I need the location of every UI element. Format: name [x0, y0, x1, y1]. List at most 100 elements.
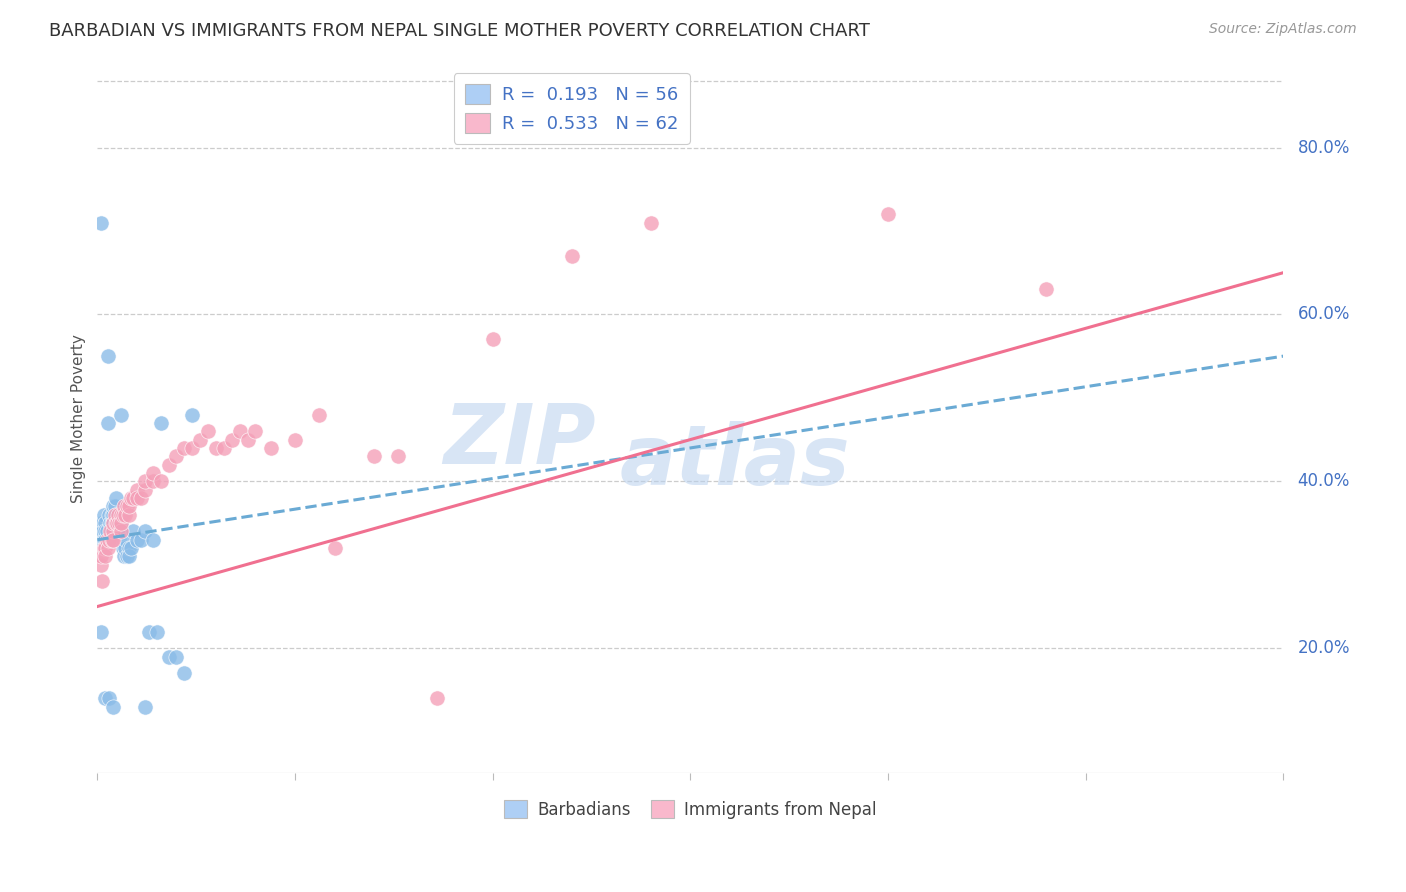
Point	[129, 491, 152, 505]
Point	[134, 483, 156, 497]
Point	[205, 441, 228, 455]
Point	[197, 424, 219, 438]
Point	[561, 249, 583, 263]
Point	[260, 441, 283, 455]
Point	[98, 691, 121, 706]
Point	[145, 624, 167, 639]
Point	[308, 408, 330, 422]
Point	[107, 508, 129, 522]
Point	[221, 433, 243, 447]
Point	[91, 533, 114, 547]
Point	[363, 450, 385, 464]
Point	[387, 450, 409, 464]
Point	[245, 424, 267, 438]
Point	[101, 699, 124, 714]
Point	[112, 549, 135, 564]
Point	[89, 558, 111, 572]
Point	[165, 450, 187, 464]
Point	[114, 541, 136, 555]
Point	[181, 441, 204, 455]
Point	[93, 533, 115, 547]
Point	[98, 524, 121, 539]
Text: 40.0%: 40.0%	[1298, 473, 1350, 491]
Point	[122, 524, 145, 539]
Legend: Barbadians, Immigrants from Nepal: Barbadians, Immigrants from Nepal	[498, 793, 883, 825]
Point	[97, 541, 120, 555]
Point	[134, 475, 156, 489]
Point	[105, 516, 128, 530]
Point	[149, 416, 172, 430]
Point	[98, 533, 121, 547]
Point	[101, 508, 124, 522]
Point	[149, 475, 172, 489]
Point	[104, 491, 127, 505]
Point	[101, 500, 124, 514]
Point	[96, 533, 118, 547]
Point	[101, 516, 124, 530]
Point	[96, 524, 118, 539]
Point	[110, 524, 132, 539]
Point	[114, 508, 136, 522]
Point	[110, 508, 132, 522]
Point	[481, 333, 503, 347]
Point	[125, 533, 148, 547]
Point	[101, 524, 124, 539]
Point	[105, 508, 128, 522]
Point	[323, 541, 346, 555]
Text: atlas: atlas	[619, 421, 849, 502]
Point	[118, 549, 141, 564]
Point	[228, 424, 250, 438]
Point	[110, 508, 132, 522]
Point	[94, 541, 117, 555]
Point	[134, 524, 156, 539]
Text: BARBADIAN VS IMMIGRANTS FROM NEPAL SINGLE MOTHER POVERTY CORRELATION CHART: BARBADIAN VS IMMIGRANTS FROM NEPAL SINGL…	[49, 22, 870, 40]
Point	[89, 216, 111, 230]
Point	[108, 524, 131, 539]
Point	[97, 349, 120, 363]
Point	[98, 508, 121, 522]
Point	[142, 466, 165, 480]
Point	[640, 216, 662, 230]
Point	[110, 524, 132, 539]
Point	[90, 549, 112, 564]
Point	[91, 574, 114, 589]
Point	[165, 649, 187, 664]
Point	[129, 533, 152, 547]
Point	[94, 533, 117, 547]
Point	[100, 533, 122, 547]
Text: 80.0%: 80.0%	[1298, 138, 1350, 156]
Point	[426, 691, 449, 706]
Point	[284, 433, 307, 447]
Point	[110, 408, 132, 422]
Point	[107, 524, 129, 539]
Text: 60.0%: 60.0%	[1298, 305, 1350, 324]
Point	[120, 491, 142, 505]
Point	[1035, 282, 1057, 296]
Point	[125, 483, 148, 497]
Point	[157, 649, 180, 664]
Point	[125, 491, 148, 505]
Text: 20.0%: 20.0%	[1298, 640, 1350, 657]
Point	[236, 433, 259, 447]
Point	[181, 408, 204, 422]
Point	[94, 549, 117, 564]
Point	[105, 516, 128, 530]
Point	[110, 516, 132, 530]
Point	[118, 541, 141, 555]
Point	[173, 666, 195, 681]
Point	[118, 508, 141, 522]
Point	[101, 533, 124, 547]
Point	[105, 516, 128, 530]
Text: Source: ZipAtlas.com: Source: ZipAtlas.com	[1209, 22, 1357, 37]
Point	[110, 516, 132, 530]
Point	[101, 516, 124, 530]
Point	[173, 441, 195, 455]
Point	[101, 508, 124, 522]
Point	[134, 699, 156, 714]
Text: ZIP: ZIP	[443, 400, 595, 481]
Point	[118, 500, 141, 514]
Point	[157, 458, 180, 472]
Point	[93, 541, 115, 555]
Point	[108, 516, 131, 530]
Point	[90, 624, 112, 639]
